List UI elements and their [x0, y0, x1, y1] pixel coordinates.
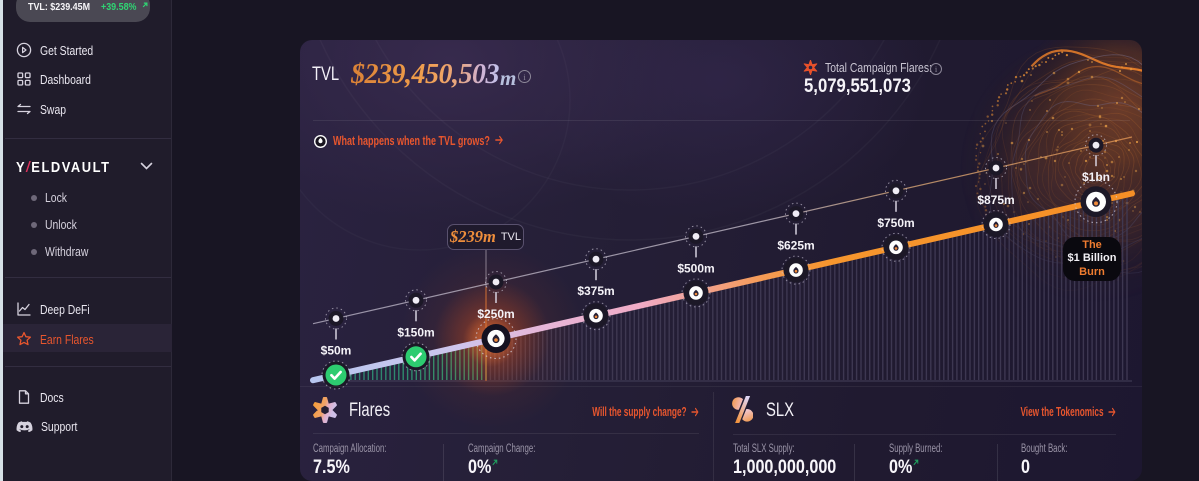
svg-text:$1bn: $1bn — [1082, 170, 1110, 184]
svg-text:$250m: $250m — [477, 307, 514, 321]
svg-text:$500m: $500m — [677, 261, 714, 275]
svg-text:$375m: $375m — [577, 284, 614, 298]
svg-text:$50m: $50m — [321, 344, 352, 358]
svg-text:$875m: $875m — [977, 193, 1014, 207]
svg-text:$750m: $750m — [877, 216, 914, 230]
svg-text:$150m: $150m — [397, 325, 434, 339]
svg-text:$625m: $625m — [777, 239, 814, 253]
